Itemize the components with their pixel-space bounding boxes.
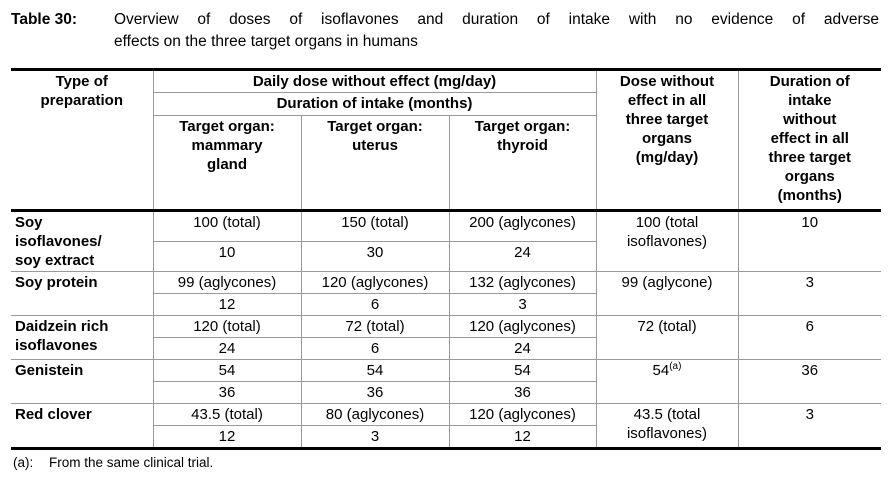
col-header-target-organ-mammary: Target organ: mammary gland: [153, 115, 302, 212]
col-header-type-of-preparation: Type of preparation: [11, 69, 154, 212]
all-organs-dose-value: 72 (total): [637, 318, 697, 335]
mammary-months-cell: 36: [153, 381, 302, 404]
all-organs-duration-cell: 3: [738, 403, 881, 449]
preparation-cell: Soy isoflavones/ soy extract: [11, 210, 154, 272]
thyroid-months-cell: 12: [449, 425, 597, 449]
thyroid-dose-cell: 120 (aglycones): [449, 403, 597, 426]
all-organs-duration-cell: 36: [738, 359, 881, 404]
col-header-daily-dose-without-effect: Daily dose without effect (mg/day): [153, 69, 597, 93]
table-row-daidzein-rich: Daidzein rich isoflavones 120 (total) 72…: [11, 315, 881, 360]
thyroid-months-cell: 24: [449, 337, 597, 360]
col-header-target-organ-uterus: Target organ: uterus: [301, 115, 450, 212]
table-caption-label: Table 30:: [11, 11, 78, 28]
thyroid-months-cell: 3: [449, 293, 597, 316]
mammary-months-cell: 10: [153, 241, 302, 272]
mammary-dose-cell: 54: [153, 359, 302, 382]
uterus-dose-cell: 80 (aglycones): [301, 403, 450, 426]
mammary-months-cell: 12: [153, 425, 302, 449]
uterus-months-cell: 6: [301, 337, 450, 360]
uterus-months-cell: 3: [301, 425, 450, 449]
table-row-soy-isoflavones: Soy isoflavones/ soy extract 100 (total)…: [11, 210, 881, 272]
preparation-cell: Genistein: [11, 359, 154, 404]
mammary-dose-cell: 99 (aglycones): [153, 271, 302, 294]
col-header-duration-all-three-organs: Duration of intake without effect in all…: [738, 69, 881, 212]
mammary-months-cell: 24: [153, 337, 302, 360]
all-organs-dose-cell: 100 (total isoflavones): [596, 210, 739, 272]
uterus-months-cell: 6: [301, 293, 450, 316]
col-header-duration-of-intake: Duration of intake (months): [153, 92, 597, 116]
footnote-marker: (a): [669, 361, 682, 372]
mammary-months-cell: 12: [153, 293, 302, 316]
all-organs-dose-cell: 99 (aglycone): [596, 271, 739, 316]
table-subrow-red-clover: 12 3 12: [11, 425, 881, 449]
all-organs-dose-value: 99 (aglycone): [621, 274, 713, 291]
uterus-dose-cell: 72 (total): [301, 315, 450, 338]
uterus-months-cell: 30: [301, 241, 450, 272]
preparation-cell: Soy protein: [11, 271, 154, 316]
all-organs-dose-cell: 43.5 (total isoflavones): [596, 403, 739, 449]
all-organs-dose-value: 43.5 (total isoflavones): [626, 406, 708, 442]
preparation-cell: Daidzein rich isoflavones: [11, 315, 154, 360]
caption-line-2: effects on the three target organs in hu…: [114, 33, 418, 50]
thyroid-dose-cell: 200 (aglycones): [449, 210, 597, 243]
isoflavones-doses-table: Type of preparation Daily dose without e…: [11, 68, 881, 450]
uterus-months-cell: 36: [301, 381, 450, 404]
table-caption-text: Overview of doses of isoflavones and dur…: [114, 9, 879, 53]
table-row-red-clover: Red clover 43.5 (total) 80 (aglycones) 1…: [11, 403, 881, 449]
all-organs-duration-cell: 10: [801, 214, 819, 231]
thyroid-dose-cell: 54: [449, 359, 597, 382]
all-organs-dose-cell: 72 (total): [596, 315, 739, 360]
footnote-text: From the same clinical trial.: [49, 455, 214, 470]
uterus-dose-cell: 54: [301, 359, 450, 382]
header-row-group: Type of preparation Daily dose without e…: [11, 69, 881, 212]
footnote-label: (a):: [13, 455, 34, 470]
thyroid-months-cell: 36: [449, 381, 597, 404]
uterus-dose-cell: 120 (aglycones): [301, 271, 450, 294]
table-row-soy-protein: Soy protein 99 (aglycones) 120 (aglycone…: [11, 271, 881, 316]
thyroid-dose-cell: 120 (aglycones): [449, 315, 597, 338]
mammary-dose-cell: 100 (total): [153, 210, 302, 243]
all-organs-duration-cell: 3: [738, 271, 881, 316]
mammary-dose-cell: 120 (total): [153, 315, 302, 338]
header-row-organs: Target organ: mammary gland Target organ…: [11, 115, 881, 212]
all-organs-dose-value: 100 (total isoflavones): [626, 214, 708, 250]
all-organs-dose-value: 54: [652, 362, 670, 379]
col-header-target-organ-thyroid: Target organ: thyroid: [449, 115, 597, 212]
all-organs-dose-cell: 54(a): [596, 359, 739, 404]
preparation-cell: Red clover: [11, 403, 154, 449]
mammary-dose-cell: 43.5 (total): [153, 403, 302, 426]
table-caption: Table 30: Overview of doses of isoflavon…: [11, 9, 879, 53]
table-subrow-daidzein-rich: 24 6 24: [11, 337, 881, 360]
thyroid-dose-cell: 132 (aglycones): [449, 271, 597, 294]
col-header-dose-all-three-organs: Dose without effect in all three target …: [596, 69, 739, 212]
uterus-dose-cell: 150 (total): [301, 210, 450, 243]
table-subrow-genistein: 36 36 36: [11, 381, 881, 404]
table-row-genistein: Genistein 54 54 54 54(a) 36: [11, 359, 881, 404]
all-organs-duration-cell: 6: [738, 315, 881, 360]
caption-line-1: Overview of doses of isoflavones and dur…: [114, 11, 879, 28]
table-subrow-soy-protein: 12 6 3: [11, 293, 881, 316]
table-footnote: (a): From the same clinical trial.: [11, 455, 879, 470]
table-subrow-soy-isoflavones: 10 30 24: [11, 241, 881, 272]
header-row-duration: Duration of intake (months): [11, 92, 881, 116]
thyroid-months-cell: 24: [449, 241, 597, 272]
